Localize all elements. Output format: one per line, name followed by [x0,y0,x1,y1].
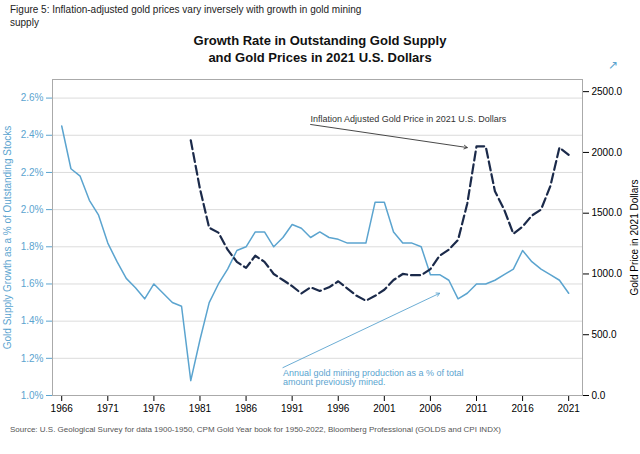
svg-text:1976: 1976 [143,402,166,413]
svg-text:1.8%: 1.8% [21,241,44,252]
svg-text:2011: 2011 [466,402,488,413]
svg-text:1991: 1991 [281,402,304,413]
svg-text:Inflation Adjusted Gold Price: Inflation Adjusted Gold Price in 2021 U.… [311,114,507,124]
svg-text:2500.0: 2500.0 [592,86,623,97]
svg-text:2016: 2016 [511,402,534,413]
svg-text:2.6%: 2.6% [21,92,44,103]
html-text:Growth Rate in Outstanding Gol: Growth Rate in Outstanding Gold Supply a… [193,33,447,65]
html-text:Figure 5: Inflation-adjusted g: Figure 5: Inflation-adjusted gold prices… [10,4,362,28]
svg-text:1971: 1971 [97,402,120,413]
svg-text:Gold Supply Growth as a % of O: Gold Supply Growth as a % of Outstanding… [2,126,13,349]
svg-text:1000.0: 1000.0 [592,268,623,279]
svg-text:1.4%: 1.4% [21,315,44,326]
svg-text:2.2%: 2.2% [21,166,44,177]
svg-text:2001: 2001 [373,402,396,413]
svg-text:2021: 2021 [558,402,581,413]
svg-text:2.4%: 2.4% [21,129,44,140]
svg-text:1500.0: 1500.0 [592,207,623,218]
html-text:Source: U.S. Geological Survey: Source: U.S. Geological Survey for data … [10,424,501,434]
svg-text:1966: 1966 [51,402,74,413]
svg-text:1.6%: 1.6% [21,278,44,289]
svg-text:1996: 1996 [327,402,350,413]
svg-text:Annual gold mining production: Annual gold mining production as a % of … [283,368,464,387]
svg-text:2006: 2006 [419,402,442,413]
svg-text:1981: 1981 [189,402,212,413]
svg-text:Gold Price in 2021 Dollars: Gold Price in 2021 Dollars [629,179,640,295]
svg-text:500.0: 500.0 [592,329,617,340]
svg-text:2.0%: 2.0% [21,204,44,215]
svg-text:1.0%: 1.0% [21,389,44,400]
svg-text:0.0: 0.0 [592,389,606,400]
svg-text:1986: 1986 [235,402,258,413]
svg-text:2000.0: 2000.0 [592,146,623,157]
svg-text:1.2%: 1.2% [21,352,44,363]
